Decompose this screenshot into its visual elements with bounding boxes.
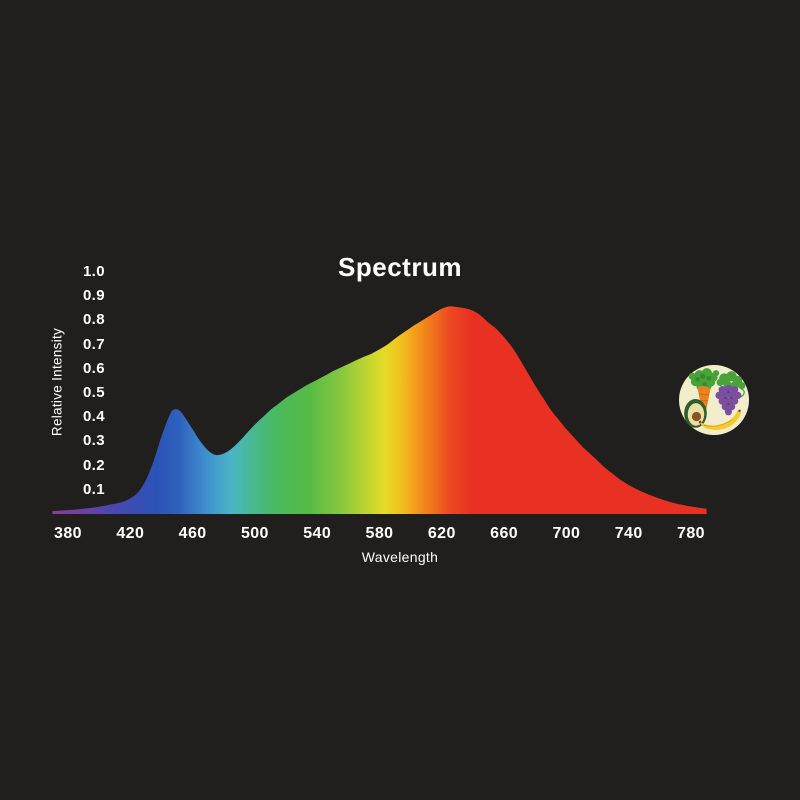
- x-tick-label: 620: [427, 525, 456, 542]
- x-tick-label: 380: [54, 525, 82, 542]
- x-tick-label: 420: [116, 525, 145, 542]
- x-tick-label: 540: [303, 525, 332, 542]
- y-tick-label: 1.0: [82, 263, 105, 280]
- fruits-veggies-badge-icon: [679, 365, 749, 435]
- x-tick-label: 460: [178, 525, 207, 542]
- y-tick-label: 0.6: [82, 359, 105, 377]
- x-tick-label: 660: [490, 525, 519, 542]
- x-tick-label: 580: [365, 525, 394, 542]
- y-tick-label: 0.5: [82, 384, 105, 401]
- chart-title: Spectrum: [338, 252, 462, 282]
- x-tick-label: 740: [614, 525, 643, 542]
- carrot-greens-shadow: [695, 373, 712, 387]
- grapes-icon: [715, 384, 742, 416]
- x-tick-label: 500: [240, 525, 269, 542]
- y-tick-label: 0.3: [82, 432, 105, 450]
- banana-icon: [698, 409, 741, 430]
- y-tick-label: 0.2: [82, 456, 105, 474]
- x-tick-label: 700: [552, 525, 581, 542]
- y-tick-label: 0.1: [82, 480, 105, 498]
- y-tick-label: 0.9: [82, 287, 105, 305]
- grapes-shading: [724, 391, 733, 406]
- x-axis-title: Wavelength: [361, 549, 439, 565]
- y-tick-label: 0.7: [82, 335, 105, 353]
- x-tick-label: 780: [677, 525, 705, 542]
- y-tick-label: 0.4: [82, 408, 105, 426]
- avocado-icon: [684, 398, 707, 428]
- y-tick-label: 0.8: [82, 311, 105, 329]
- spectrum-fill-area: [52, 306, 707, 514]
